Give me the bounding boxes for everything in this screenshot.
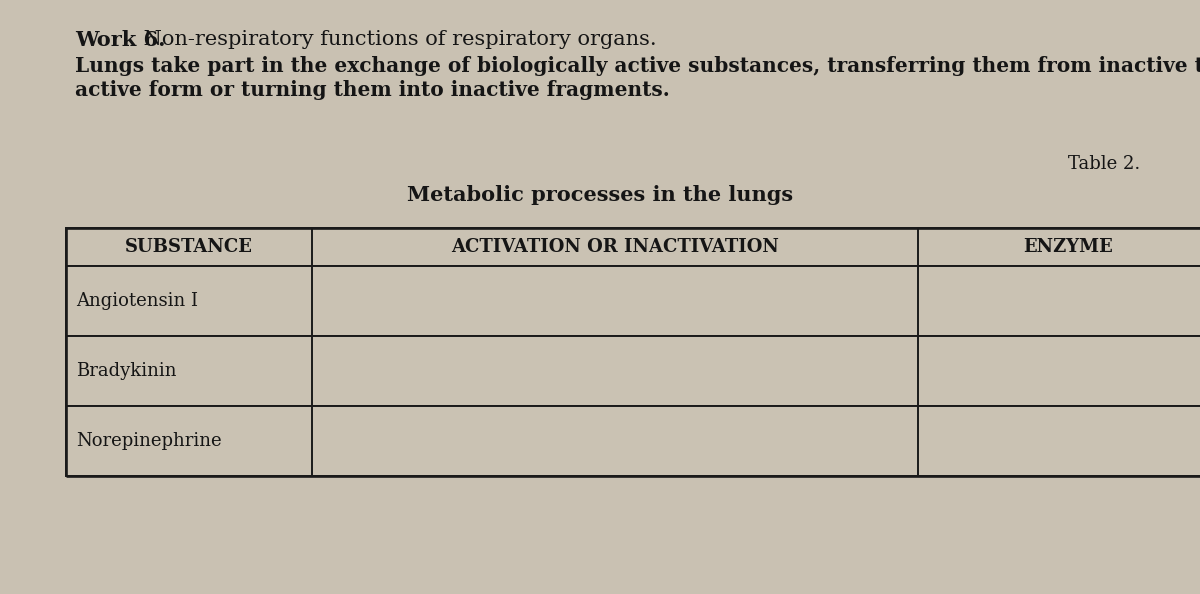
Text: Table 2.: Table 2. xyxy=(1068,155,1140,173)
Text: ENZYME: ENZYME xyxy=(1024,238,1112,256)
Bar xyxy=(66,336,1200,406)
Bar xyxy=(66,406,1200,476)
Text: Metabolic processes in the lungs: Metabolic processes in the lungs xyxy=(407,185,793,205)
Bar xyxy=(66,228,1200,476)
Text: Bradykinin: Bradykinin xyxy=(76,362,176,380)
Bar xyxy=(66,228,1200,266)
Text: SUBSTANCE: SUBSTANCE xyxy=(125,238,253,256)
Text: Norepinephrine: Norepinephrine xyxy=(76,432,222,450)
Text: Angiotensin I: Angiotensin I xyxy=(76,292,198,310)
Text: ACTIVATION OR INACTIVATION: ACTIVATION OR INACTIVATION xyxy=(451,238,779,256)
Text: Non-respiratory functions of respiratory organs.: Non-respiratory functions of respiratory… xyxy=(137,30,656,49)
Text: Lungs take part in the exchange of biologically active substances, transferring : Lungs take part in the exchange of biolo… xyxy=(74,56,1200,76)
Bar xyxy=(66,266,1200,336)
Text: active form or turning them into inactive fragments.: active form or turning them into inactiv… xyxy=(74,80,670,100)
Text: Work 6.: Work 6. xyxy=(74,30,166,50)
